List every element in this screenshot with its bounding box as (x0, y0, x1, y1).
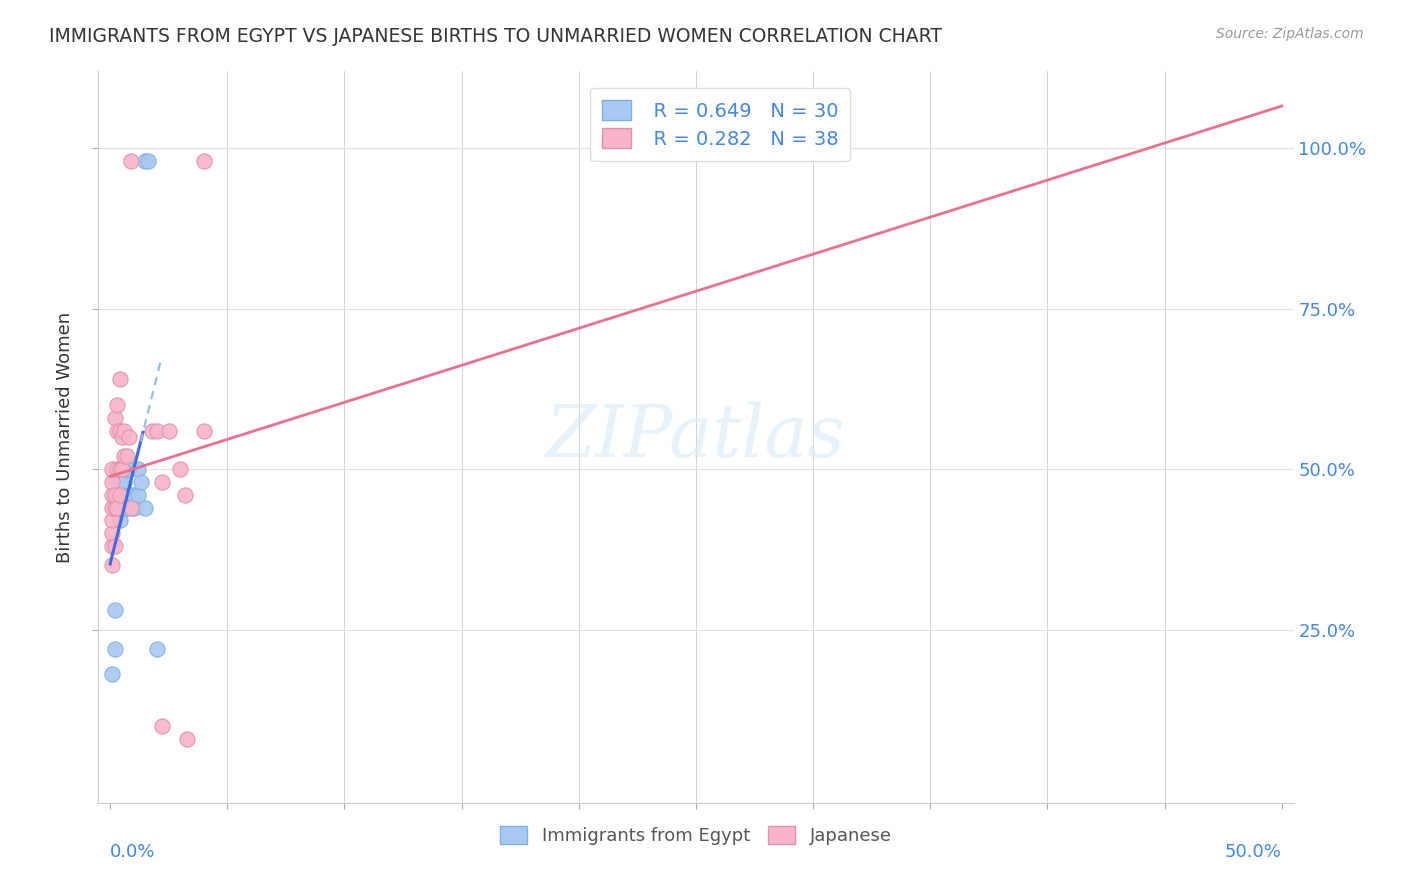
Point (169, 462, 191, 476)
Point (120, 488, 142, 502)
Point (105, 500, 128, 515)
Point (122, 500, 145, 515)
Point (120, 500, 142, 515)
Point (150, 719, 173, 733)
Point (105, 500, 128, 515)
Text: 50.0%: 50.0% (1225, 843, 1282, 861)
Point (104, 603, 127, 617)
Point (111, 430, 134, 444)
Text: Source: ZipAtlas.com: Source: ZipAtlas.com (1216, 27, 1364, 41)
Point (112, 475, 135, 489)
Point (174, 488, 197, 502)
Point (108, 372, 131, 386)
Point (101, 539, 124, 553)
Point (105, 475, 128, 489)
Point (150, 475, 173, 489)
Point (101, 514, 124, 528)
Point (120, 500, 142, 515)
Point (105, 424, 128, 438)
Point (146, 641, 169, 656)
Point (101, 500, 124, 515)
Point (115, 462, 138, 476)
Point (108, 500, 131, 515)
Point (104, 500, 127, 515)
Point (105, 398, 128, 412)
Point (108, 514, 131, 528)
Point (111, 488, 134, 502)
Point (111, 462, 134, 476)
Point (157, 424, 180, 438)
Point (176, 731, 198, 746)
Point (127, 488, 149, 502)
Point (115, 500, 138, 515)
Point (118, 462, 141, 476)
Point (193, 154, 215, 169)
Point (120, 154, 142, 169)
Point (141, 424, 163, 438)
Point (118, 488, 141, 502)
Point (115, 450, 138, 464)
Point (136, 154, 159, 169)
Point (108, 488, 131, 502)
Point (104, 410, 127, 425)
Point (104, 488, 127, 502)
Point (112, 500, 135, 515)
Point (108, 462, 131, 476)
Point (101, 488, 124, 502)
Point (104, 641, 127, 656)
Point (112, 488, 135, 502)
Point (134, 154, 156, 169)
Point (108, 424, 131, 438)
Point (104, 539, 127, 553)
Point (111, 500, 134, 515)
Point (193, 424, 215, 438)
Point (105, 488, 128, 502)
Point (118, 430, 141, 444)
Text: ZIPatlas: ZIPatlas (546, 401, 846, 473)
Y-axis label: Births to Unmarried Women: Births to Unmarried Women (56, 311, 75, 563)
Point (108, 475, 131, 489)
Point (146, 424, 169, 438)
Text: IMMIGRANTS FROM EGYPT VS JAPANESE BIRTHS TO UNMARRIED WOMEN CORRELATION CHART: IMMIGRANTS FROM EGYPT VS JAPANESE BIRTHS… (49, 27, 942, 45)
Point (112, 424, 135, 438)
Point (122, 488, 145, 502)
Point (101, 667, 124, 681)
Point (105, 462, 128, 476)
Point (101, 526, 124, 541)
Point (101, 558, 124, 573)
Point (101, 462, 124, 476)
Text: 0.0%: 0.0% (110, 843, 156, 861)
Point (127, 462, 149, 476)
Point (111, 462, 134, 476)
Point (129, 475, 152, 489)
Legend: Immigrants from Egypt, Japanese: Immigrants from Egypt, Japanese (494, 819, 898, 852)
Point (112, 450, 135, 464)
Point (134, 500, 156, 515)
Point (101, 475, 124, 489)
